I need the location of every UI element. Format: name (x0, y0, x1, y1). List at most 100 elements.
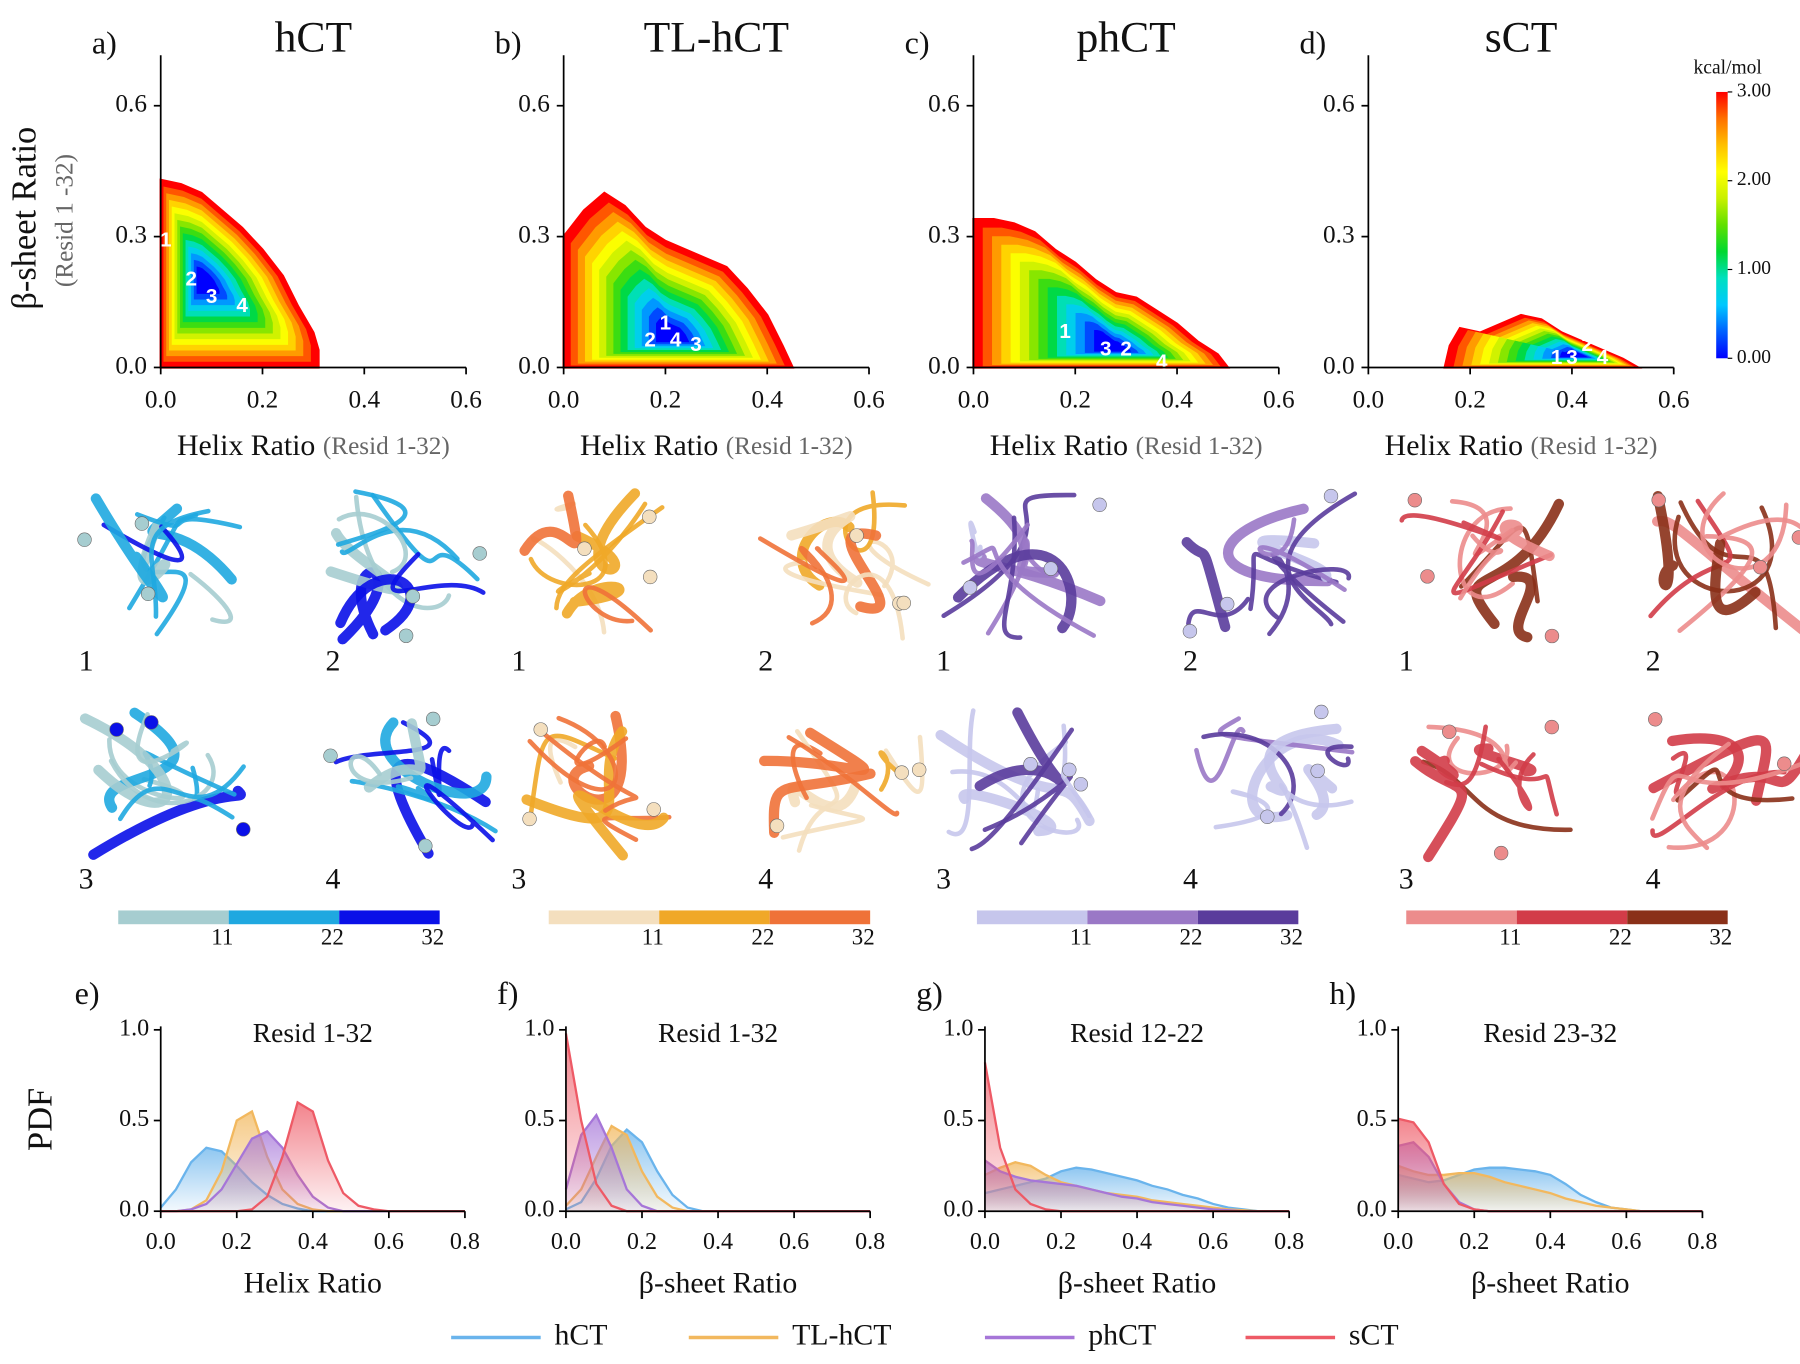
structure-label: 3 (79, 863, 94, 896)
ribbon (867, 539, 931, 589)
x-tick-label: 0.4 (298, 1229, 328, 1255)
residue-segment (1627, 910, 1728, 925)
residue-segment (118, 910, 229, 925)
ribbon (554, 505, 665, 611)
x-tick-label: 0.0 (1353, 386, 1385, 414)
ribbon (1700, 491, 1789, 571)
x-tick-label: 0.6 (1658, 386, 1690, 414)
ribbon (1675, 767, 1795, 803)
ribbon (79, 713, 172, 808)
ribbon (798, 545, 834, 626)
ribbon (1652, 490, 1679, 591)
atom-sphere (398, 628, 414, 643)
atom-sphere (1777, 756, 1792, 771)
structure-label: 1 (511, 644, 526, 677)
protein-structure (1648, 490, 1800, 635)
ribbon (1667, 733, 1744, 790)
x-axis-note: (Resid 1-32) (726, 432, 853, 460)
contour-level (656, 316, 690, 343)
x-tick-label: 0.4 (1122, 1229, 1152, 1255)
ribbon (1678, 500, 1779, 631)
protein-structure (1194, 704, 1355, 851)
area (160, 1102, 465, 1212)
atom-sphere (140, 586, 156, 601)
ribbon (878, 750, 900, 792)
atom-sphere (1407, 493, 1423, 508)
minimum-label: 2 (1120, 337, 1132, 360)
x-tick-label: 0.8 (855, 1229, 885, 1255)
x-tick-label: 0.6 (450, 386, 482, 414)
residue-tick-label: 22 (321, 924, 344, 949)
x-tick-label: 0.8 (450, 1229, 480, 1255)
x-axis-label: Helix Ratio (Resid 1-32) (177, 429, 450, 462)
panel-label: g) (916, 975, 943, 1011)
ribbon (1416, 745, 1459, 781)
x-tick-label: 0.2 (650, 386, 682, 414)
ribbon (982, 774, 1073, 846)
minimum-label: 3 (690, 333, 702, 356)
y-tick-label: 1.0 (1357, 1015, 1387, 1041)
x-axis-note: (Resid 1-32) (1136, 432, 1263, 460)
x-tick-label: 0.6 (374, 1229, 404, 1255)
x-tick-label: 0.6 (853, 386, 885, 414)
y-axis-label: PDF (22, 1088, 60, 1151)
ribbon (969, 727, 1075, 852)
atom-sphere (1544, 719, 1559, 735)
atom-sphere (1062, 762, 1077, 777)
protein-structure (1399, 493, 1565, 644)
ribbon (1650, 769, 1787, 838)
y-tick-label: 0.0 (943, 1197, 973, 1223)
x-tick-label: 0.6 (1263, 386, 1295, 414)
minimum-label: 2 (1581, 333, 1593, 356)
x-axis-label: Helix Ratio (Resid 1-32) (990, 429, 1263, 462)
atom-sphere (1023, 757, 1038, 772)
x-tick-label: 0.4 (751, 386, 783, 414)
atom-sphere (962, 580, 978, 595)
minimum-label: 3 (1100, 337, 1112, 360)
x-tick-label: 0.2 (1459, 1229, 1489, 1255)
legend-label: sCT (1349, 1318, 1399, 1351)
ribbon (533, 725, 639, 813)
x-tick-label: 0.0 (146, 1229, 176, 1255)
minimum-label: 4 (1156, 351, 1168, 374)
ribbon (390, 552, 486, 595)
ribbon (1451, 509, 1554, 596)
atom-sphere (109, 722, 124, 737)
colorbar-title: kcal/mol (1694, 57, 1763, 78)
ribbon (380, 717, 492, 799)
x-axis-label: β-sheet Ratio (1471, 1267, 1629, 1300)
ribbon (1186, 596, 1251, 626)
y-tick-label: 0.3 (928, 220, 960, 248)
area (984, 1062, 1290, 1212)
ribbon (1285, 491, 1358, 627)
ribbon (561, 581, 625, 619)
protein-structure (519, 488, 665, 635)
y-tick-label: 0.0 (119, 1197, 149, 1223)
x-axis-label: β-sheet Ratio (639, 1267, 797, 1300)
y-tick-label: 0.0 (1323, 351, 1355, 379)
y-tick-label: 0.0 (518, 351, 550, 379)
y-tick-label: 0.0 (928, 351, 960, 379)
ribbon (602, 814, 672, 842)
ribbon (149, 508, 211, 619)
y-tick-label: 1.0 (943, 1015, 973, 1041)
ribbon (883, 734, 925, 794)
minimum-label: 2 (186, 268, 198, 291)
x-tick-label: 0.0 (958, 386, 990, 414)
protein-structure (935, 707, 1095, 852)
atom-sphere (405, 589, 421, 604)
panel-label: b) (495, 24, 522, 60)
atom-sphere (134, 516, 150, 531)
residue-segment (1087, 910, 1198, 925)
y-tick-label: 0.5 (943, 1106, 973, 1132)
residue-tick-label: 32 (1709, 924, 1732, 949)
y-tick-label: 0.5 (119, 1106, 149, 1132)
x-tick-label: 0.6 (1611, 1229, 1641, 1255)
residue-tick-label: 11 (211, 924, 233, 949)
atom-sphere (577, 541, 592, 556)
ribbon (780, 803, 865, 840)
residue-tick-label: 32 (852, 924, 875, 949)
panel-title: sCT (1485, 13, 1558, 61)
y-tick-label: 1.0 (119, 1015, 149, 1041)
x-tick-label: 0.0 (970, 1229, 1000, 1255)
